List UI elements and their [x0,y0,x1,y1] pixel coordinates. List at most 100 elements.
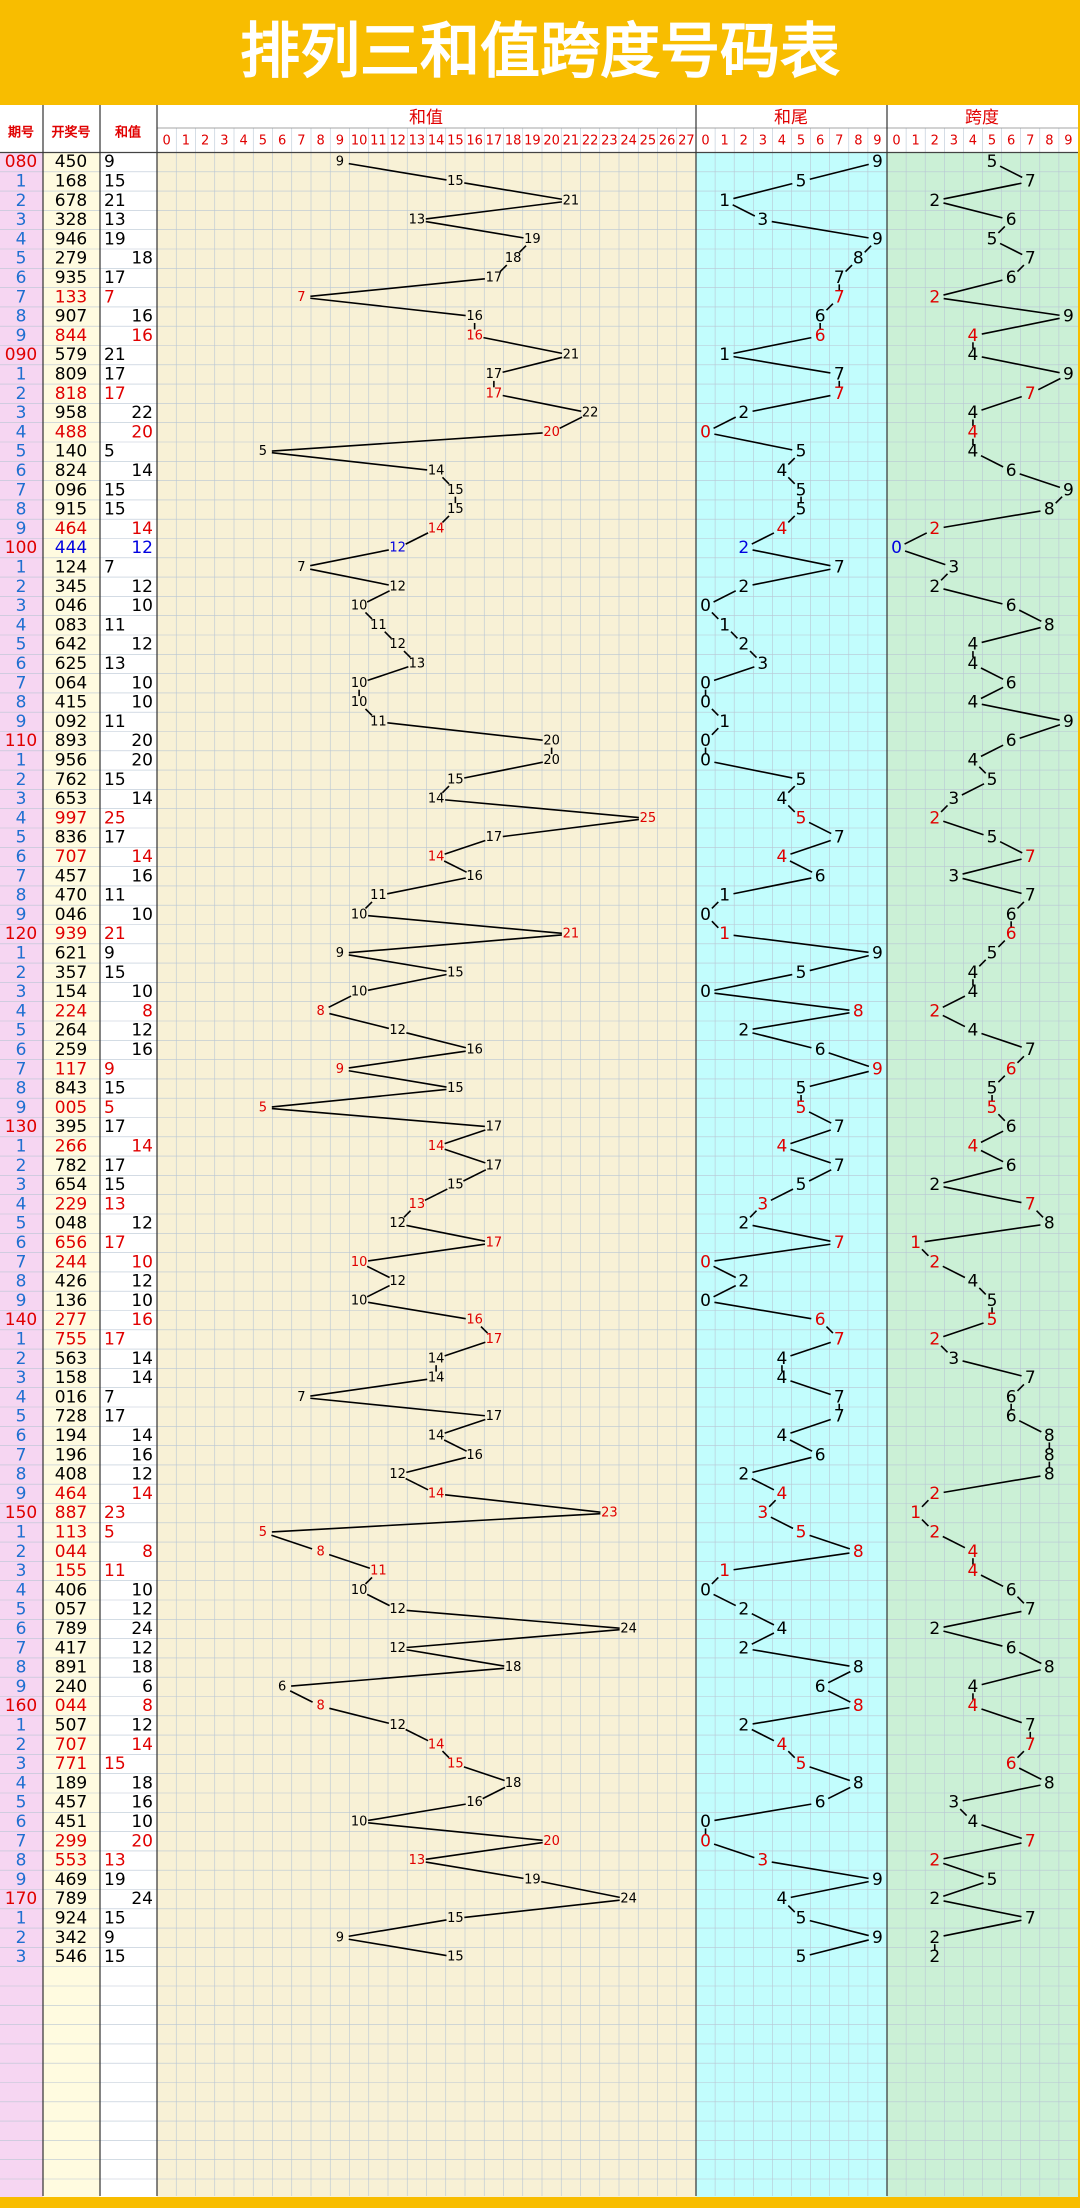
tail-point: 0 [700,1831,711,1851]
trend-line [1019,723,1061,740]
period: 1 [16,557,27,577]
sum-point: 18 [505,1660,522,1675]
draw-number: 579 [55,345,87,365]
period: 3 [16,1947,27,1967]
tail-point: 4 [777,1484,788,1504]
draw-number: 891 [55,1658,87,1678]
trend-line [444,1129,486,1145]
span-point: 6 [1006,1059,1017,1079]
trend-line [962,1360,1022,1377]
tail-point: 8 [853,1001,864,1021]
trend-line [367,1301,466,1320]
trend-line [752,549,831,567]
trend-line [384,631,392,639]
draw-number: 457 [55,866,87,886]
draw-number: 259 [55,1040,87,1060]
span-point: 6 [1006,268,1017,288]
trend-line [751,1728,775,1742]
trend-line [364,708,373,717]
trend-line [981,1668,1041,1686]
tail-point: 8 [853,1773,864,1793]
trend-line [733,877,812,895]
tail-point: 2 [738,1600,749,1620]
trend-line [713,1284,737,1298]
period: 6 [16,268,27,288]
tail-point: 8 [853,1542,864,1562]
sum-value: 7 [104,557,115,577]
draw-number: 843 [55,1079,87,1099]
period: 1 [16,1522,27,1542]
period: 5 [16,249,27,269]
span-point: 9 [1063,480,1074,500]
sum-point: 15 [447,1178,464,1193]
sum-value: 15 [104,1754,126,1774]
sum-value: 21 [104,345,126,365]
sum-value: 16 [131,866,153,886]
trend-line [499,264,508,273]
tail-point: 0 [700,673,711,693]
sum-point: 10 [351,1583,368,1598]
tail-point: 5 [796,770,807,790]
tail-point: 0 [700,1812,711,1832]
sum-point: 8 [316,1699,324,1714]
scale-label: 4 [969,134,977,149]
span-point: 7 [1025,1908,1036,1928]
sum-value: 9 [104,152,115,172]
trend-line [1019,473,1061,489]
trend-line [425,201,563,220]
trend-line [790,839,831,855]
trend-line [464,761,543,779]
sum-point: 20 [543,753,560,768]
scale-label: 9 [336,134,344,149]
period: 130 [5,1117,37,1137]
trend-line [749,1210,758,1218]
trend-line [942,1535,966,1549]
sum-value: 14 [131,847,153,867]
trend-line [825,303,834,311]
tail-point: 4 [777,1735,788,1755]
sum-point: 12 [389,1641,406,1656]
draw-number: 277 [55,1310,87,1330]
trend-line [808,1169,832,1182]
span-point: 1 [910,1233,921,1253]
scale-label: 27 [678,134,695,149]
sum-point: 20 [543,734,560,749]
period: 1 [16,1908,27,1928]
sum-value: 10 [131,1812,153,1832]
span-point: 5 [987,770,998,790]
sum-value: 9 [104,1928,115,1948]
sum-value: 9 [104,943,115,963]
period: 1 [16,1715,27,1735]
sum-point: 10 [351,1293,368,1308]
span-point: 2 [929,1329,940,1349]
trend-line [789,1439,813,1452]
sum-point: 9 [336,946,344,961]
trend-line [921,1248,929,1257]
trend-line [978,959,987,967]
tail-point: 1 [719,1561,730,1581]
tail-point: 8 [853,1658,864,1678]
period: 7 [16,1059,27,1079]
sum-point: 24 [620,1621,637,1636]
draw-number: 762 [55,770,87,790]
trend-line [980,744,1004,758]
sum-value: 9 [104,1059,115,1079]
draw-number: 417 [55,1638,87,1658]
span-point: 4 [968,1561,979,1581]
trend-line [959,1808,968,1817]
period: 8 [16,1272,27,1292]
sum-point: 15 [447,174,464,189]
trend-line [732,204,756,217]
span-point: 4 [968,1812,979,1832]
trend-line [713,416,737,430]
trend-line [714,992,850,1012]
draw-number: 345 [55,577,87,597]
sum-point: 15 [447,1911,464,1926]
tail-point: 9 [872,1928,883,1948]
scale-label: 8 [1045,134,1053,149]
trend-line [348,934,562,954]
draw-number: 357 [55,963,87,983]
trend-line [483,336,563,355]
sum-value: 14 [131,1349,153,1369]
